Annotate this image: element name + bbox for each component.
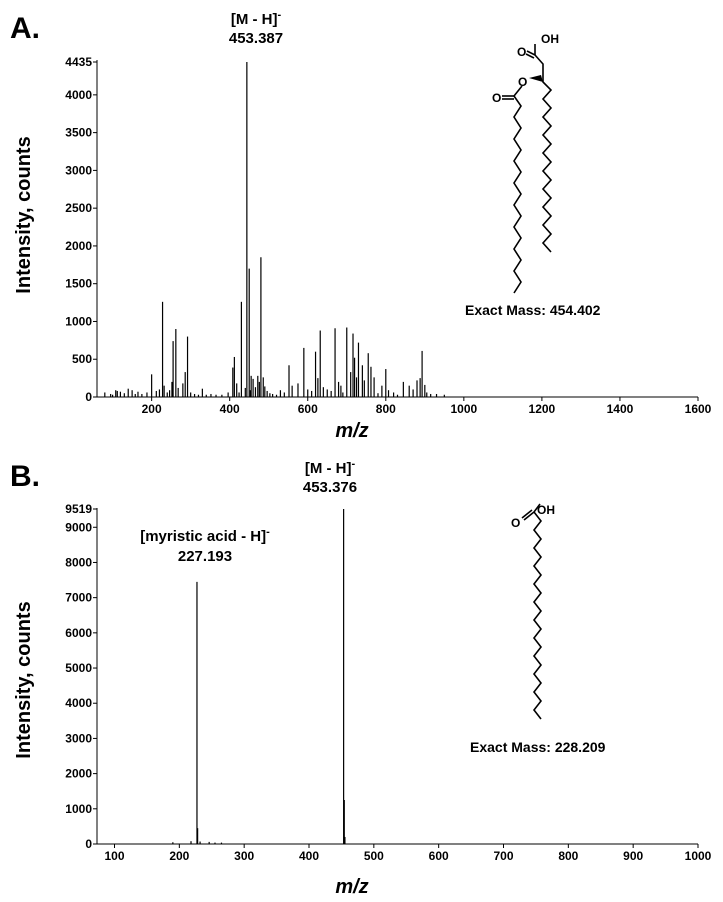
x-tick-label: 900 [623,849,643,863]
panel-a-y-ticks: 0 500 1000 1500 2000 2500 3000 3500 4000 4435 [65,55,97,404]
y-tick-label: 4000 [65,88,92,102]
y-tick-label: 3500 [65,126,92,140]
panel-b: B. Intensity, counts m/z 0 1000 2000 3000 40… [10,458,712,898]
panel-b-x-ticks: 100 200 300 400 500 600 700 800 900 1000 [104,844,712,863]
y-tick-label: 8000 [65,555,92,569]
ester-chain-bond-icon [513,95,522,294]
panel-a-label: A. [10,12,40,45]
x-tick-label: 800 [376,402,396,416]
panel-b-peak-annotation-myristic: [myristic acid - H]- 227.193 [140,526,270,565]
structure-atom-o: O [518,75,527,89]
panel-a-peak-annotation-m-h: [M - H]- 453.387 [229,9,283,47]
y-tick-label: 9000 [65,520,92,534]
panel-b-annotation-value: 453.376 [303,479,357,496]
y-tick-label: 0 [85,390,92,404]
structure-atom-o: O [511,516,520,530]
structure-atom-o: O [517,45,526,59]
x-tick-label: 100 [104,849,124,863]
panel-b-y-ticks: 0 1000 2000 3000 4000 5000 6000 7000 8000 9000 951… [65,502,97,851]
panel-b-x-axis-label: m/z [335,876,368,898]
y-tick-label: 4000 [65,696,92,710]
panel-b-peaks [172,509,346,844]
y-tick-label: 2500 [65,201,92,215]
y-tick-label: 4435 [65,55,92,69]
panel-a-exact-mass: Exact Mass: 454.402 [465,302,601,318]
panel-a-x-axis-label: m/z [335,420,368,442]
x-tick-label: 1000 [450,402,477,416]
panel-a-annotation-label: [M - H]- [231,9,282,28]
y-tick-label: 1000 [65,802,92,816]
y-tick-label: 3000 [65,731,92,745]
panel-a-chemical-structure: OH O O O Exact Mass: 454.402 [465,32,601,318]
fatty-acid-chain-bond-icon [532,511,543,720]
x-tick-label: 200 [169,849,189,863]
panel-b-chemical-structure: OH O Exact Mass: 228.209 [470,503,606,755]
wedge-bond-icon [529,75,543,82]
y-tick-label: 0 [85,837,92,851]
y-tick-label: 7000 [65,591,92,605]
panel-b-annotation-label: [myristic acid - H]- [140,526,270,545]
x-tick-label: 1000 [685,849,712,863]
panel-b-exact-mass: Exact Mass: 228.209 [470,739,606,755]
y-tick-label: 2000 [65,767,92,781]
y-tick-label: 2000 [65,239,92,253]
x-tick-label: 400 [299,849,319,863]
y-tick-label: 3000 [65,163,92,177]
y-tick-label: 1000 [65,314,92,328]
x-tick-label: 600 [298,402,318,416]
panel-b-label: B. [10,460,40,493]
panel-a-peaks [104,62,445,397]
structure-atom-oh: OH [541,32,559,46]
panel-a-annotation-value: 453.387 [229,30,283,47]
x-tick-label: 700 [493,849,513,863]
x-tick-label: 200 [142,402,162,416]
y-tick-label: 9519 [65,502,92,516]
y-tick-label: 1500 [65,277,92,291]
x-tick-label: 1200 [529,402,556,416]
x-tick-label: 600 [429,849,449,863]
x-tick-label: 1400 [607,402,634,416]
panel-b-annotation-label: [M - H]- [305,458,356,477]
acyl-chain-bond-icon [534,54,553,253]
x-tick-label: 400 [220,402,240,416]
x-tick-label: 1600 [685,402,712,416]
structure-atom-o: O [492,91,501,105]
x-tick-label: 800 [558,849,578,863]
panel-b-y-axis-label: Intensity, counts [13,601,35,758]
panel-b-peak-annotation-m-h: [M - H]- 453.376 [303,458,357,496]
x-tick-label: 300 [234,849,254,863]
panel-a-x-ticks: 200 400 600 800 1000 1200 1400 1600 [142,397,712,416]
panel-a-y-axis-label: Intensity, counts [13,136,35,293]
structure-atom-oh: OH [537,503,555,517]
y-tick-label: 500 [72,352,92,366]
panel-b-annotation-value: 227.193 [178,548,232,565]
x-tick-label: 500 [364,849,384,863]
y-tick-label: 6000 [65,626,92,640]
panel-a: A. Intensity, counts m/z 0 500 1000 1500 200… [10,9,712,442]
y-tick-label: 5000 [65,661,92,675]
